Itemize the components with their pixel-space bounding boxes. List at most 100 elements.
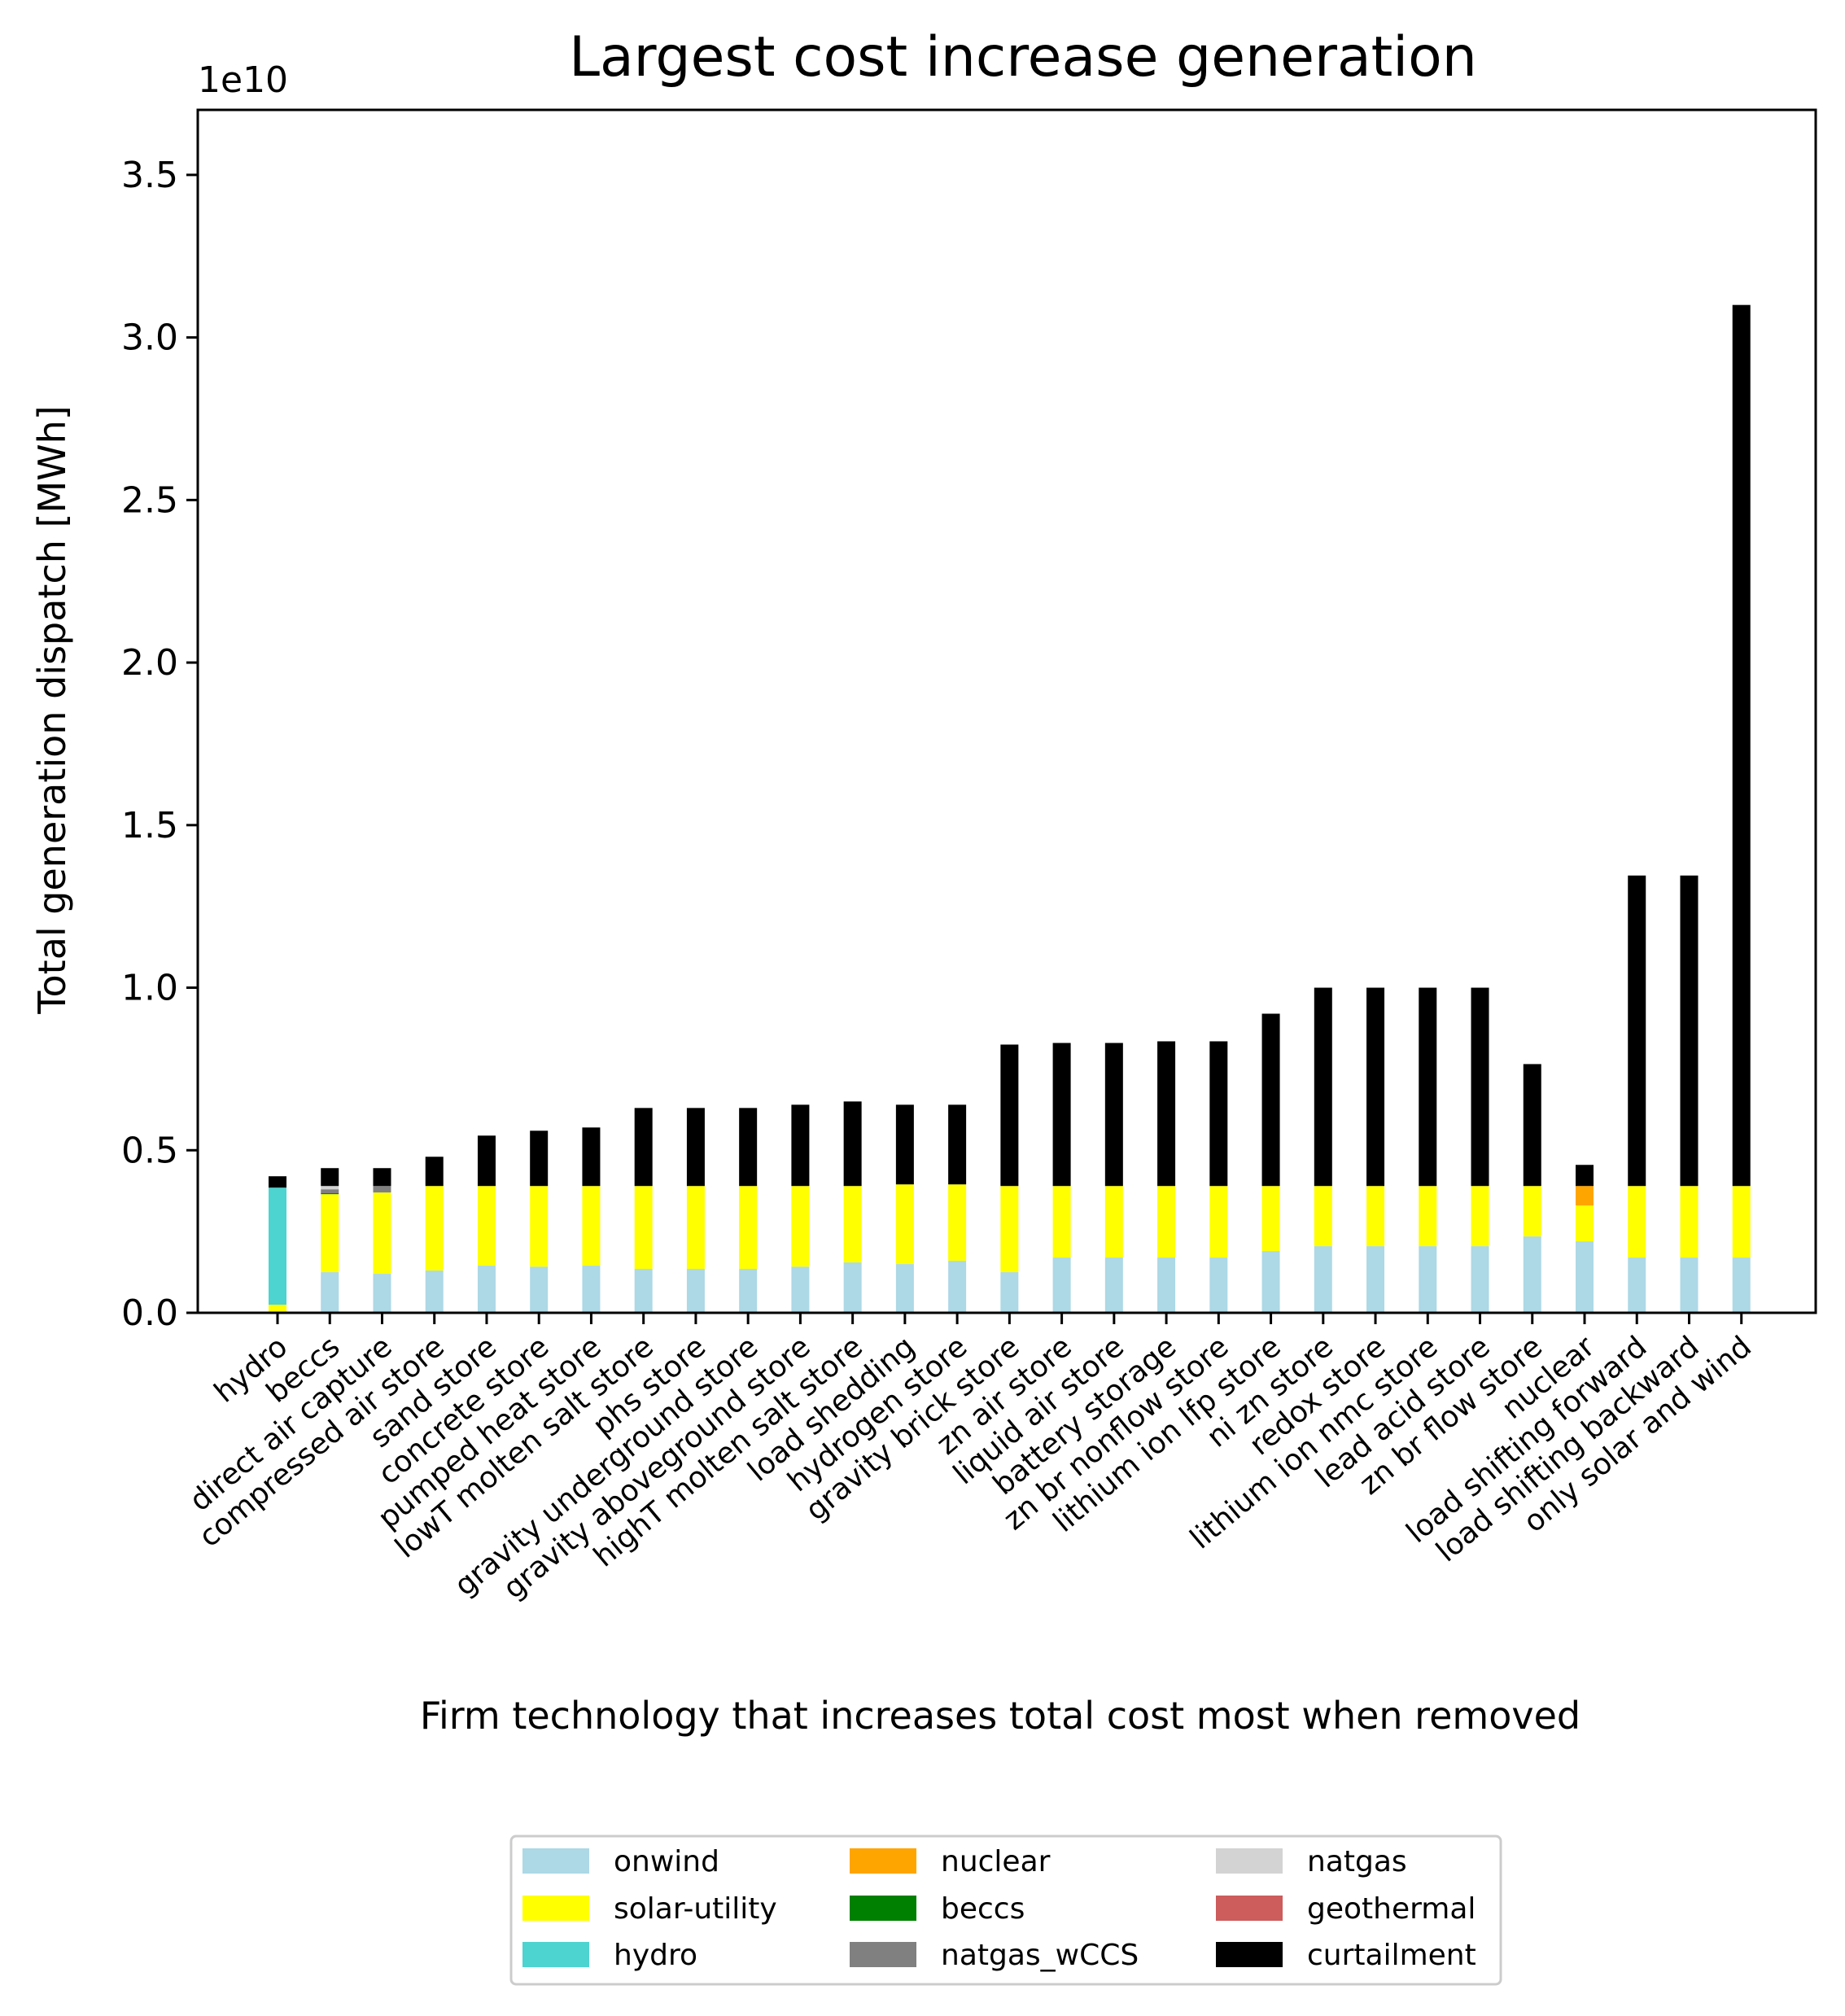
bar-segment-onwind-19 <box>1261 1251 1280 1313</box>
bar-segment-solar-utility-20 <box>1314 1186 1332 1247</box>
bar-segment-solar-utility-26 <box>1628 1186 1646 1258</box>
bar-segment-solar-utility-4 <box>477 1186 496 1266</box>
bar-segment-curtailment-1 <box>321 1168 339 1187</box>
bar-segment-solar-utility-1 <box>321 1194 339 1273</box>
bar-segment-curtailment-13 <box>948 1104 967 1185</box>
y-tick-label: 2.5 <box>121 479 178 521</box>
bar-segment-curtailment-10 <box>791 1104 810 1187</box>
bar-segment-curtailment-4 <box>477 1135 496 1187</box>
legend-label-hydro: hydro <box>614 1939 697 1972</box>
bar-segment-curtailment-25 <box>1576 1165 1594 1187</box>
bar-segment-curtailment-24 <box>1523 1064 1541 1187</box>
y-ticks: 0.0 0.5 1.0 1.5 2.0 2.5 3.0 3.5 <box>121 155 198 1334</box>
bar-segment-nuclear-25 <box>1576 1186 1594 1206</box>
legend-label-solar-utility: solar-utility <box>614 1892 777 1926</box>
bar-segment-solar-utility-3 <box>425 1186 444 1271</box>
bar-segment-solar-utility-11 <box>843 1186 862 1263</box>
legend-label-nuclear: nuclear <box>941 1845 1051 1878</box>
bar-segment-curtailment-14 <box>1000 1044 1019 1187</box>
bar-segment-curtailment-26 <box>1628 875 1646 1187</box>
bar-segment-solar-utility-24 <box>1523 1186 1541 1237</box>
legend-items: onwind solar-utility hydro nuclear beccs natg… <box>522 1845 1476 1972</box>
legend-swatch-curtailment <box>1216 1942 1283 1967</box>
bar-segment-beccs-1 <box>321 1193 339 1195</box>
bar-segment-solar-utility-2 <box>373 1192 391 1275</box>
y-tick-label: 3.5 <box>121 155 178 196</box>
bar-segment-curtailment-23 <box>1471 987 1489 1187</box>
legend-swatch-hydro <box>522 1942 589 1967</box>
bar-segment-curtailment-15 <box>1052 1043 1071 1187</box>
chart-title: Largest cost increase generation <box>569 25 1477 90</box>
bar-segment-curtailment-22 <box>1419 987 1437 1187</box>
bar-segment-onwind-5 <box>530 1266 549 1313</box>
legend-swatch-geothermal <box>1216 1896 1283 1921</box>
bar-segment-onwind-24 <box>1523 1236 1541 1313</box>
legend-label-geothermal: geothermal <box>1307 1892 1476 1926</box>
bars <box>269 304 1751 1313</box>
bar-segment-solar-utility-7 <box>634 1186 653 1270</box>
bar-segment-natgas_wCCS-1 <box>321 1189 339 1193</box>
bar-segment-curtailment-12 <box>895 1104 914 1185</box>
bar-segment-onwind-3 <box>425 1270 444 1313</box>
plot-frame <box>196 108 1817 1314</box>
bar-segment-curtailment-20 <box>1314 987 1332 1187</box>
legend-label-natgas: natgas <box>1307 1845 1407 1878</box>
bar-segment-onwind-16 <box>1104 1257 1123 1313</box>
bar-segment-solar-utility-17 <box>1157 1186 1176 1258</box>
bar-segment-onwind-11 <box>843 1262 862 1313</box>
bar-segment-solar-utility-13 <box>948 1184 967 1262</box>
bar-segment-solar-utility-21 <box>1366 1186 1385 1247</box>
bar-segment-natgas_wCCS-2 <box>373 1186 391 1193</box>
bar-segment-solar-utility-12 <box>895 1184 914 1265</box>
bar-segment-onwind-18 <box>1209 1257 1228 1313</box>
legend-swatch-onwind <box>522 1848 589 1874</box>
bar-segment-solar-utility-5 <box>530 1186 549 1267</box>
bar-segment-curtailment-3 <box>425 1157 444 1187</box>
bar-segment-solar-utility-0 <box>269 1305 286 1313</box>
bar-segment-natgas-1 <box>321 1186 339 1190</box>
bar-segment-onwind-27 <box>1680 1257 1699 1313</box>
bar-segment-curtailment-21 <box>1366 987 1385 1187</box>
bar-segment-onwind-22 <box>1419 1246 1437 1313</box>
bar-segment-onwind-26 <box>1628 1257 1646 1313</box>
y-offset-label: 1e10 <box>198 59 288 101</box>
bar-segment-solar-utility-28 <box>1732 1186 1751 1258</box>
legend-swatch-natgas_wCCS <box>850 1942 916 1967</box>
bar-segment-onwind-8 <box>686 1269 705 1313</box>
bar-segment-solar-utility-18 <box>1209 1186 1228 1258</box>
bar-segment-curtailment-11 <box>843 1101 862 1187</box>
legend-label-natgas_wCCS: natgas_wCCS <box>941 1939 1139 1972</box>
bar-segment-onwind-28 <box>1732 1257 1751 1313</box>
bar-segment-curtailment-5 <box>530 1130 549 1187</box>
y-axis-label: Total generation dispatch [MWh] <box>30 405 74 1015</box>
bar-segment-solar-utility-23 <box>1471 1186 1489 1247</box>
bar-segment-curtailment-16 <box>1104 1043 1123 1187</box>
bar-segment-solar-utility-8 <box>686 1186 705 1270</box>
y-tick-label: 0.0 <box>121 1292 178 1334</box>
bar-segment-curtailment-8 <box>686 1108 705 1187</box>
bar-segment-solar-utility-19 <box>1261 1186 1280 1252</box>
bar-segment-onwind-2 <box>373 1274 391 1313</box>
y-tick-label: 2.0 <box>121 642 178 684</box>
bar-segment-onwind-7 <box>634 1269 653 1313</box>
bar-segment-solar-utility-10 <box>791 1186 810 1267</box>
bar-segment-curtailment-17 <box>1157 1041 1176 1187</box>
legend-swatch-nuclear <box>850 1848 916 1874</box>
bar-segment-solar-utility-15 <box>1052 1186 1071 1258</box>
bar-segment-onwind-15 <box>1052 1257 1071 1313</box>
bar-segment-onwind-6 <box>582 1266 601 1313</box>
legend-label-beccs: beccs <box>941 1892 1025 1926</box>
bar-segment-onwind-20 <box>1314 1246 1332 1313</box>
bar-segment-onwind-10 <box>791 1266 810 1313</box>
legend-swatch-solar-utility <box>522 1896 589 1921</box>
bar-segment-onwind-1 <box>321 1272 339 1313</box>
bar-segment-onwind-23 <box>1471 1246 1489 1313</box>
bar-segment-curtailment-2 <box>373 1168 391 1187</box>
bar-segment-hydro-0 <box>269 1187 286 1305</box>
bar-segment-solar-utility-9 <box>739 1186 758 1270</box>
bar-segment-curtailment-6 <box>582 1127 601 1187</box>
bar-segment-onwind-21 <box>1366 1246 1385 1313</box>
legend-label-curtailment: curtailment <box>1307 1939 1476 1972</box>
